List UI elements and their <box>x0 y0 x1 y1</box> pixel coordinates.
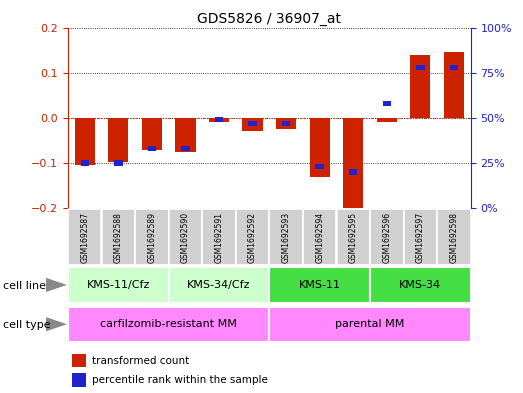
Bar <box>72 373 86 387</box>
Text: GSM1692596: GSM1692596 <box>382 212 391 263</box>
Text: KMS-34: KMS-34 <box>399 280 441 290</box>
Bar <box>135 209 168 265</box>
Bar <box>81 160 89 166</box>
Text: KMS-11/Cfz: KMS-11/Cfz <box>87 280 150 290</box>
Bar <box>303 209 336 265</box>
Title: GDS5826 / 36907_at: GDS5826 / 36907_at <box>197 13 342 26</box>
Text: GSM1692591: GSM1692591 <box>214 212 223 263</box>
Bar <box>444 52 464 118</box>
Bar <box>236 209 269 265</box>
Polygon shape <box>46 317 67 331</box>
Text: GSM1692588: GSM1692588 <box>114 212 123 263</box>
Bar <box>437 209 471 265</box>
Bar <box>377 118 397 123</box>
Bar <box>315 164 324 169</box>
Bar <box>68 267 168 303</box>
Bar <box>169 209 202 265</box>
Bar <box>68 307 269 342</box>
Bar <box>410 55 430 118</box>
Bar <box>416 64 425 70</box>
Text: GSM1692594: GSM1692594 <box>315 212 324 263</box>
Bar <box>269 267 370 303</box>
Text: percentile rank within the sample: percentile rank within the sample <box>92 375 268 386</box>
Bar <box>349 169 357 175</box>
Text: GSM1692598: GSM1692598 <box>449 212 459 263</box>
Bar <box>276 118 296 129</box>
Text: cell line: cell line <box>3 281 46 291</box>
Bar <box>370 267 471 303</box>
Bar <box>310 118 329 177</box>
Bar <box>114 160 122 166</box>
Bar <box>169 267 269 303</box>
Text: parental MM: parental MM <box>335 319 405 329</box>
Bar <box>108 118 128 162</box>
Bar <box>248 121 257 126</box>
Bar <box>370 209 404 265</box>
Bar <box>209 118 229 121</box>
Text: GSM1692589: GSM1692589 <box>147 212 156 263</box>
Bar <box>282 121 290 126</box>
Text: KMS-11: KMS-11 <box>299 280 340 290</box>
Text: cell type: cell type <box>3 320 50 331</box>
Bar <box>336 209 370 265</box>
Text: GSM1692597: GSM1692597 <box>416 212 425 263</box>
Bar <box>269 307 471 342</box>
Bar <box>243 118 263 131</box>
Bar <box>181 146 190 151</box>
Bar <box>147 146 156 151</box>
Polygon shape <box>46 278 67 292</box>
Bar <box>72 354 86 367</box>
Bar <box>404 209 437 265</box>
Bar <box>215 117 223 123</box>
Text: GSM1692590: GSM1692590 <box>181 212 190 263</box>
Text: carfilzomib-resistant MM: carfilzomib-resistant MM <box>100 319 237 329</box>
Bar <box>202 209 236 265</box>
Bar <box>101 209 135 265</box>
Text: GSM1692593: GSM1692593 <box>281 212 291 263</box>
Bar <box>142 118 162 150</box>
Text: KMS-34/Cfz: KMS-34/Cfz <box>187 280 251 290</box>
Bar <box>68 209 101 265</box>
Bar <box>450 64 458 70</box>
Text: GSM1692595: GSM1692595 <box>349 212 358 263</box>
Bar <box>175 118 196 152</box>
Bar <box>343 118 363 208</box>
Text: transformed count: transformed count <box>92 356 189 366</box>
Bar <box>383 101 391 106</box>
Text: GSM1692592: GSM1692592 <box>248 212 257 263</box>
Text: GSM1692587: GSM1692587 <box>80 212 89 263</box>
Bar <box>269 209 303 265</box>
Bar <box>75 118 95 165</box>
